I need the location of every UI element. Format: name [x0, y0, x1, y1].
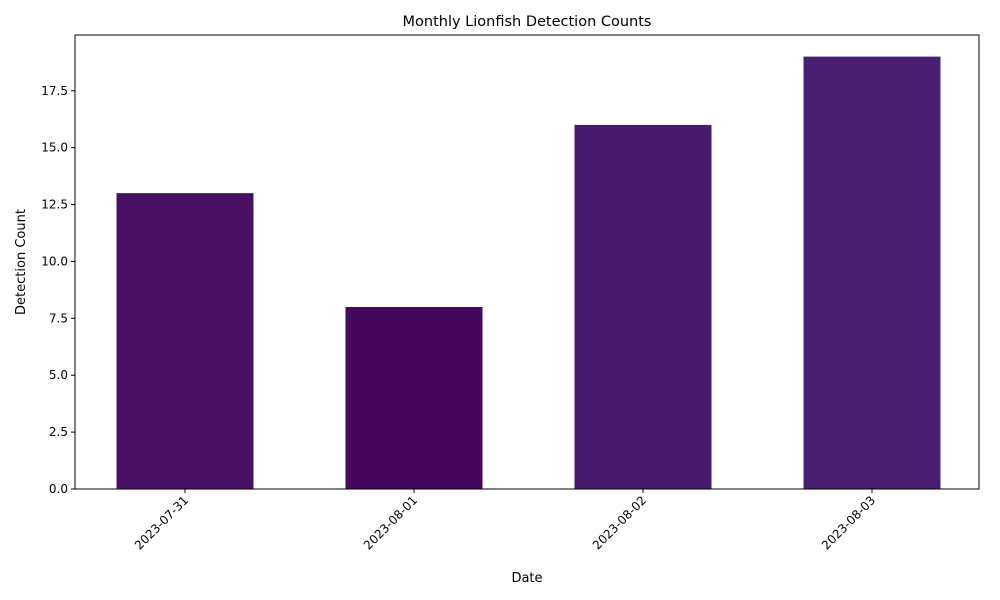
x-axis-label: Date [511, 571, 542, 586]
y-tick-label: 17.5 [41, 84, 68, 98]
y-tick-label: 5.0 [49, 368, 68, 382]
y-tick-label: 2.5 [49, 425, 68, 439]
bar-2023-07-31 [116, 193, 254, 489]
y-axis-ticks: 0.0 2.5 5.0 7.5 10.0 12.5 15.0 17.5 [41, 84, 75, 496]
y-tick-label: 7.5 [49, 311, 68, 325]
x-tick-label: 2023-08-02 [590, 493, 649, 552]
x-axis-ticks: 2023-07-31 2023-08-01 2023-08-02 2023-08-03 [132, 489, 878, 552]
bar-2023-08-02 [574, 124, 712, 490]
y-axis-label: Detection Count [14, 209, 29, 315]
y-tick-label: 10.0 [41, 254, 68, 268]
x-tick-label: 2023-08-01 [361, 493, 420, 552]
bars-group [116, 56, 941, 490]
plot-frame [74, 34, 980, 490]
x-tick-label: 2023-08-03 [819, 493, 878, 552]
y-tick-label: 12.5 [41, 198, 68, 212]
y-tick-label: 15.0 [41, 141, 68, 155]
bar-2023-08-01 [345, 306, 483, 489]
bar-2023-08-03 [803, 56, 941, 489]
x-tick-label: 2023-07-31 [132, 493, 191, 552]
chart-title: Monthly Lionfish Detection Counts [403, 14, 652, 30]
y-tick-label: 0.0 [49, 482, 68, 496]
